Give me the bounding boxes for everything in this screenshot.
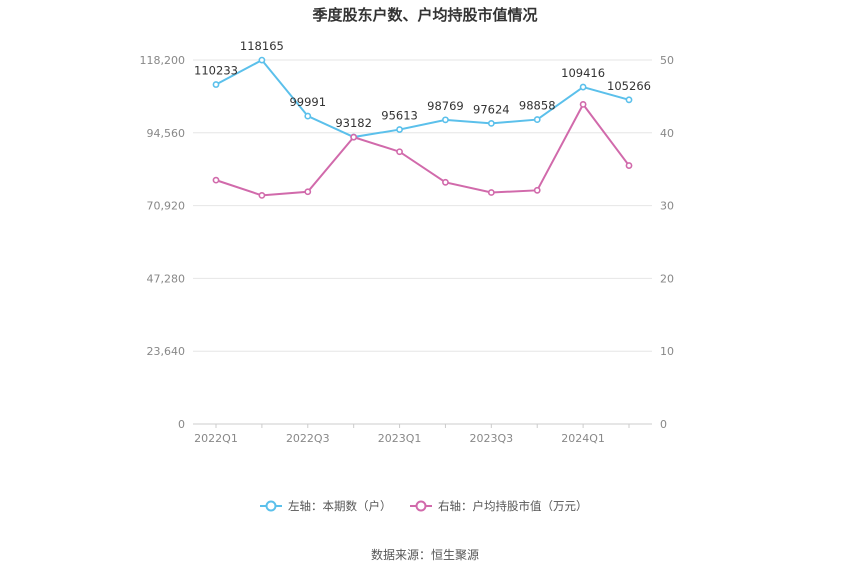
right-tick-label: 0 (660, 418, 667, 431)
data-label: 99991 (289, 95, 326, 109)
right-tick-label: 20 (660, 272, 674, 285)
data-point (533, 116, 541, 123)
data-point (487, 189, 495, 196)
grid-lines (193, 59, 652, 425)
data-point (258, 192, 266, 199)
right-tick-label: 50 (660, 54, 674, 67)
legend-label: 右轴：户均持股市值（万元） (438, 499, 588, 513)
data-label: 93182 (335, 116, 372, 130)
data-point (396, 126, 403, 133)
data-point (396, 148, 403, 156)
series-line (215, 58, 630, 139)
data-point (442, 178, 449, 186)
data-point (442, 116, 449, 124)
data-label: 98858 (519, 99, 556, 113)
legend-item-2[interactable]: 右轴：户均持股市值（万元） (410, 499, 588, 513)
data-point (304, 188, 312, 196)
source-note: 数据来源：恒生聚源 (371, 547, 479, 562)
left-tick-label: 70,920 (147, 200, 186, 213)
legend-item-1[interactable]: 左轴：本期数（户） (260, 499, 392, 513)
data-label: 97624 (473, 102, 510, 116)
data-point (625, 162, 633, 169)
x-tick-label: 2022Q3 (286, 432, 330, 445)
data-point (625, 96, 633, 104)
x-tick-label: 2023Q1 (378, 432, 422, 445)
series-2 (212, 101, 633, 199)
x-tick-label: 2023Q3 (470, 432, 514, 445)
data-point (579, 83, 587, 91)
data-point (487, 119, 495, 127)
right-tick-label: 10 (660, 345, 674, 358)
left-tick-label: 94,560 (147, 127, 186, 140)
left-tick-label: 0 (178, 418, 185, 431)
x-tick-label: 2022Q1 (194, 432, 238, 445)
data-point (304, 112, 312, 120)
data-point (212, 81, 220, 88)
data-label: 105266 (607, 79, 651, 93)
right-tick-label: 40 (660, 127, 674, 140)
data-label: 110233 (194, 64, 238, 78)
data-point (212, 176, 220, 184)
chart-title: 季度股东户数、户均持股市值情况 (312, 6, 537, 24)
right-axis: 0 10 20 30 40 50 (660, 54, 674, 431)
right-tick-label: 30 (660, 200, 674, 213)
left-axis: 0 23,640 47,280 70,920 94,560 118,200 (140, 54, 186, 431)
legend[interactable]: 左轴：本期数（户） 右轴：户均持股市值（万元） (260, 499, 588, 513)
x-tick-label: 2024Q1 (561, 432, 605, 445)
data-label: 95613 (381, 109, 418, 123)
x-axis: 2022Q1 2022Q3 2023Q1 2023Q3 2024Q1 (194, 424, 630, 445)
data-label: 109416 (561, 66, 605, 80)
left-tick-label: 47,280 (147, 272, 186, 285)
data-label: 98769 (427, 99, 464, 113)
data-point (258, 56, 266, 64)
data-point (579, 101, 587, 108)
legend-marker (265, 500, 277, 512)
data-point (533, 186, 541, 194)
legend-marker (415, 500, 427, 512)
left-tick-label: 118,200 (140, 54, 186, 67)
data-label: 118165 (240, 39, 284, 53)
data-point (350, 133, 358, 141)
series-line (215, 102, 630, 197)
left-tick-label: 23,640 (147, 345, 186, 358)
legend-label: 左轴：本期数（户） (288, 499, 392, 513)
